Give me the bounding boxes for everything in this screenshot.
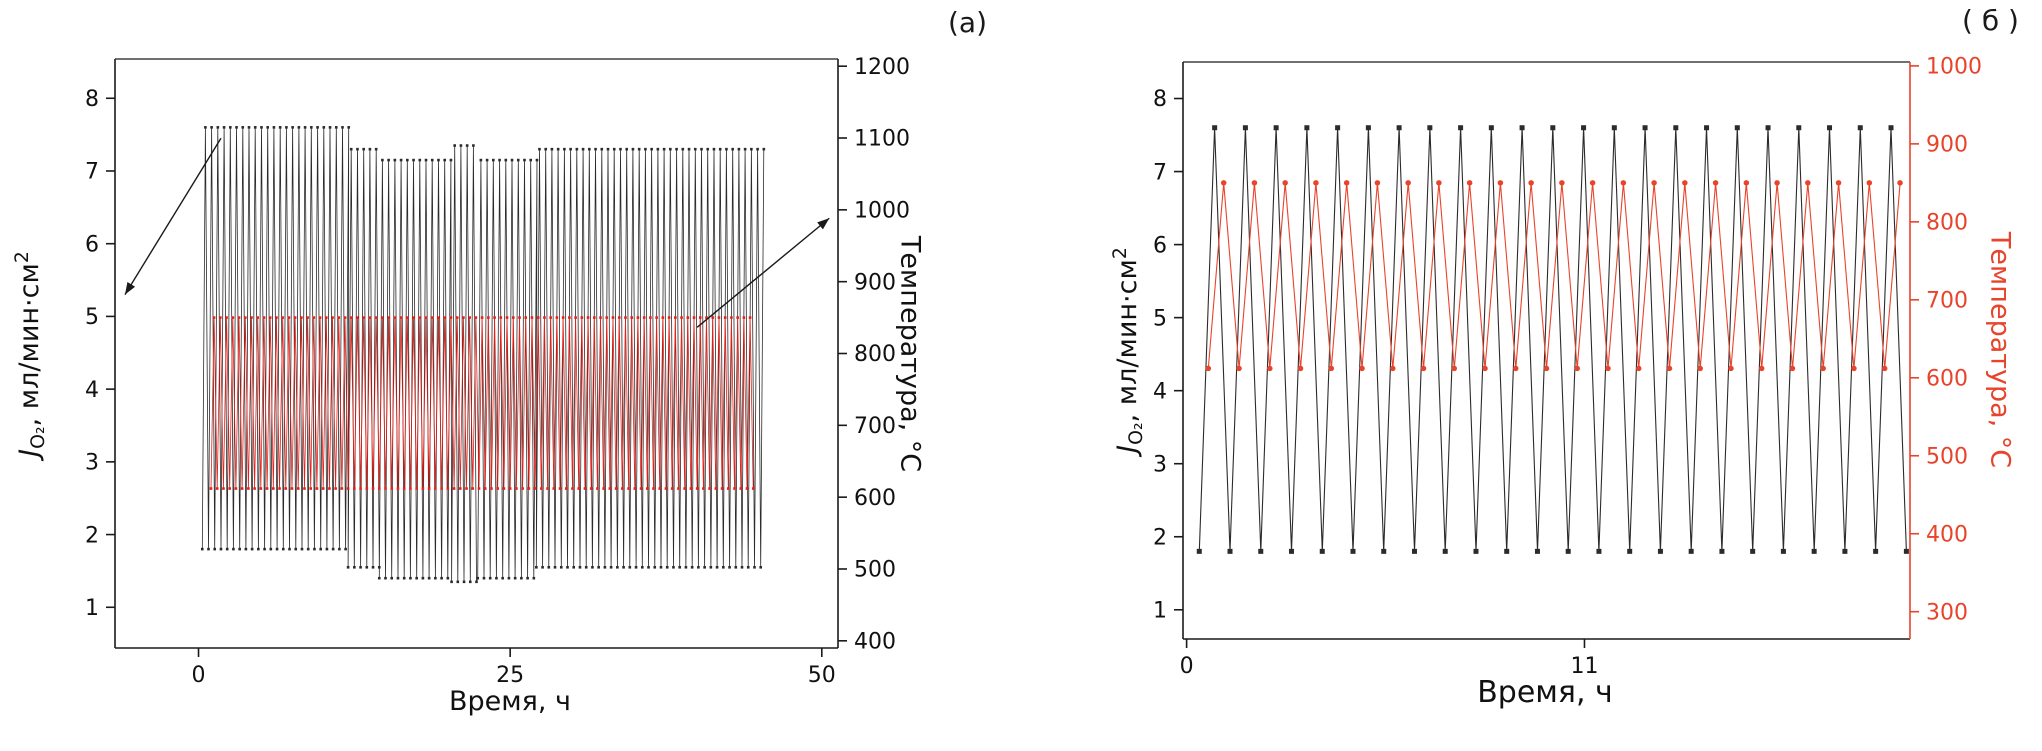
svg-text:300: 300 — [1926, 600, 1968, 625]
panel-a-arrow-annotation-0 — [124, 137, 222, 295]
panel-a-oxygen-flux-series — [200, 126, 766, 584]
svg-text:700: 700 — [854, 414, 896, 439]
svg-text:25: 25 — [496, 663, 524, 688]
svg-text:1: 1 — [85, 596, 99, 621]
svg-text:2: 2 — [85, 523, 99, 548]
flux-units: , мл/мин·см — [1111, 259, 1143, 423]
svg-text:50: 50 — [808, 663, 836, 688]
svg-text:5: 5 — [85, 305, 99, 330]
svg-text:600: 600 — [1926, 366, 1968, 391]
svg-text:900: 900 — [854, 270, 896, 295]
svg-text:1000: 1000 — [854, 199, 910, 224]
svg-text:1000: 1000 — [1926, 55, 1982, 80]
svg-text:1100: 1100 — [854, 127, 910, 152]
svg-text:500: 500 — [854, 558, 896, 583]
panel-b-oxygen-flux-series — [1196, 125, 1909, 554]
panel-a-temperature-line — [210, 317, 754, 489]
svg-text:8: 8 — [85, 87, 99, 112]
svg-text:3: 3 — [1153, 452, 1167, 477]
panel-b-ylabel-right: Температура, °С — [1984, 231, 2016, 469]
svg-text:400: 400 — [854, 630, 896, 655]
svg-text:2: 2 — [1153, 525, 1167, 550]
panel-b-xlabel: Время, ч — [1477, 675, 1613, 710]
svg-text:1: 1 — [1153, 598, 1167, 623]
flux-symbol: J — [1111, 444, 1143, 453]
svg-text:800: 800 — [1926, 211, 1968, 236]
panel-a-ylabel-right: Температура, °С — [894, 235, 926, 473]
flux-units-superscript: 2 — [10, 251, 33, 264]
svg-text:3: 3 — [85, 451, 99, 476]
panel-a-label: (a) — [948, 6, 988, 39]
svg-text:8: 8 — [1153, 87, 1167, 112]
panel-b-temperature-series — [1205, 180, 1903, 372]
flux-symbol-subscript: O₂ — [27, 426, 50, 449]
svg-text:700: 700 — [1926, 289, 1968, 314]
panel-b-ylabel-left: JO₂, мл/мин·см2 — [1109, 247, 1147, 453]
svg-text:600: 600 — [854, 486, 896, 511]
svg-text:0: 0 — [192, 663, 206, 688]
svg-text:500: 500 — [1926, 444, 1968, 469]
panel-b-oxygen-flux-markers — [1196, 125, 1909, 554]
panel-b-temperature-markers — [1205, 180, 1903, 372]
panel-a-oxygen-flux-line — [201, 127, 765, 582]
svg-text:900: 900 — [1926, 133, 1968, 158]
panel-a-ylabel-left: JO₂, мл/мин·см2 — [11, 251, 49, 457]
panel-a-axes: 1 2 3 4 5 6 7 8 400 500 600 700 800 900 1000 1100 1200 0 2… — [85, 55, 910, 688]
flux-symbol: J — [13, 448, 45, 457]
flux-units-superscript: 2 — [1108, 247, 1131, 260]
panel-b-oxygen-flux-line — [1198, 127, 1907, 552]
svg-text:5: 5 — [1153, 306, 1167, 331]
svg-text:1200: 1200 — [854, 55, 910, 80]
svg-text:400: 400 — [1926, 522, 1968, 547]
svg-text:6: 6 — [85, 232, 99, 257]
svg-text:4: 4 — [85, 378, 99, 403]
svg-text:4: 4 — [1153, 379, 1167, 404]
flux-units: , мл/мин·см — [13, 263, 45, 427]
panel-a-xlabel: Время, ч — [448, 686, 572, 717]
panel-a-oxygen-flux-markers — [200, 126, 766, 584]
svg-text:800: 800 — [854, 342, 896, 367]
panel-b-temperature-line — [1207, 182, 1901, 369]
svg-text:0: 0 — [1180, 654, 1194, 679]
panel-b-label: ( б ) — [1962, 4, 2019, 37]
svg-text:7: 7 — [1153, 160, 1167, 185]
panel-a-arrow-annotation-1 — [696, 217, 830, 328]
panel-a-temperature-markers — [209, 316, 755, 490]
flux-symbol-subscript: O₂ — [1125, 422, 1148, 445]
svg-text:7: 7 — [85, 160, 99, 185]
panel-a-temperature-series — [209, 316, 755, 490]
svg-text:6: 6 — [1153, 233, 1167, 258]
